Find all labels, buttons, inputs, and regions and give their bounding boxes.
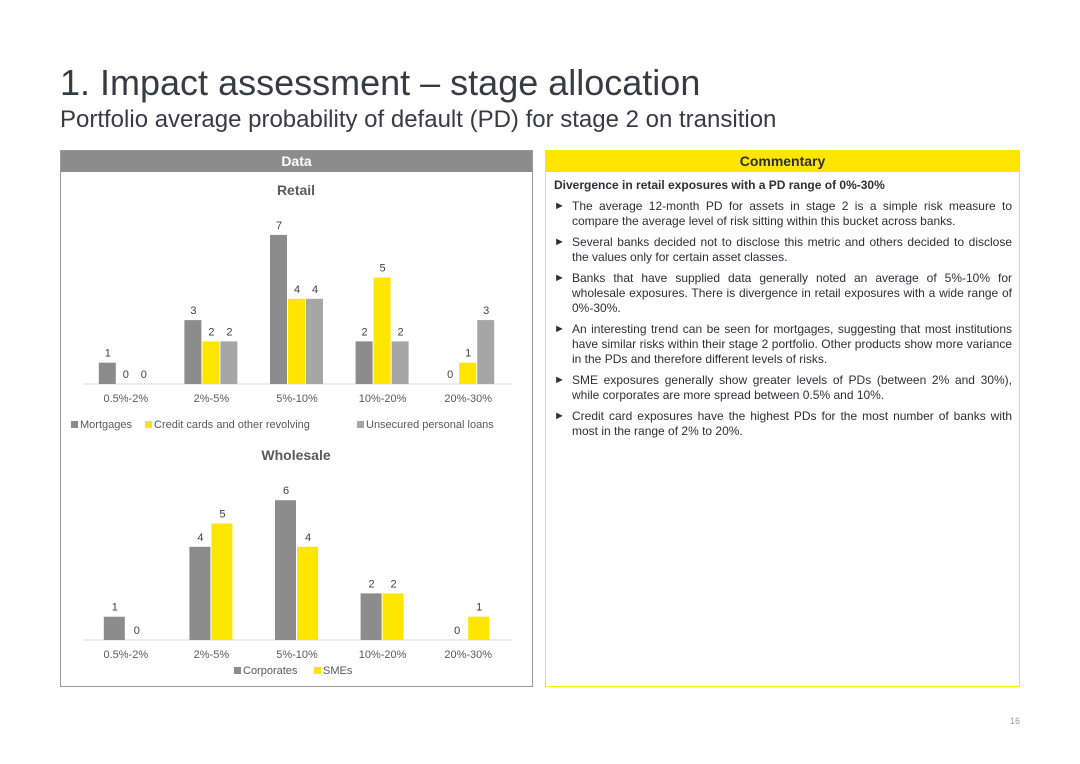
tick-label: 2%-5% xyxy=(194,393,230,405)
bar xyxy=(189,546,211,640)
data-label: 7 xyxy=(276,220,282,232)
data-label: 3 xyxy=(190,305,196,317)
bar xyxy=(459,362,477,384)
bar xyxy=(391,341,409,384)
legend-swatch xyxy=(71,421,78,428)
data-label: 1 xyxy=(105,348,111,360)
data-panel-header: Data xyxy=(61,151,532,172)
bar xyxy=(355,341,373,384)
data-label: 2 xyxy=(398,326,404,338)
legend-label: Mortgages xyxy=(80,419,132,431)
tick-label: 2%-5% xyxy=(194,649,230,661)
bar xyxy=(275,500,296,640)
data-label: 0 xyxy=(454,625,460,637)
data-label: 1 xyxy=(112,602,118,614)
data-label: 6 xyxy=(283,485,289,497)
data-label: 2 xyxy=(208,326,214,338)
tick-label: 10%-20% xyxy=(359,393,407,405)
data-label: 2 xyxy=(362,326,368,338)
data-label: 2 xyxy=(391,578,397,590)
legend-swatch xyxy=(145,421,152,428)
commentary-bullet: ► Banks that have supplied data generally… xyxy=(554,271,1012,315)
data-label: 0 xyxy=(123,369,129,381)
wholesale-chart: Wholesale 1 0 0.5%-2% 4 5 2%-5% 6 4 5%-10% 2 2 10%-2… xyxy=(83,447,511,677)
legend-swatch xyxy=(314,667,321,674)
arrow-icon: ► xyxy=(554,272,565,284)
data-label: 4 xyxy=(305,532,311,544)
bar xyxy=(211,523,233,640)
tick-label: 0.5%-2% xyxy=(103,649,148,661)
bar xyxy=(468,616,490,640)
commentary-bullet: ► An interesting trend can be seen for mo… xyxy=(554,322,1012,366)
tick-label: 10%-20% xyxy=(359,649,407,661)
commentary-panel: Commentary Divergence in retail exposure… xyxy=(545,150,1020,687)
data-panel: Data Retail 1 0 0 0.5%-2% 3 2 2 2%-5% 7 4 4 5%-10% 2 5… xyxy=(60,150,533,687)
legend-swatch xyxy=(234,667,241,674)
bar xyxy=(306,298,323,384)
arrow-icon: ► xyxy=(554,323,565,335)
legend: Corporates SMEs xyxy=(234,665,353,677)
commentary-bullet: ► Credit card exposures have the highest … xyxy=(554,409,1012,438)
bar xyxy=(202,341,220,384)
bar xyxy=(103,616,125,640)
legend-label: Unsecured personal loans xyxy=(366,419,494,431)
data-label: 5 xyxy=(380,263,386,275)
bar xyxy=(477,320,495,384)
data-label: 2 xyxy=(226,326,232,338)
bar xyxy=(98,362,116,384)
legend-label: SMEs xyxy=(323,665,353,677)
data-label: 2 xyxy=(369,578,375,590)
tick-label: 5%-10% xyxy=(276,649,318,661)
commentary-bullet: ► SME exposures generally show greater le… xyxy=(554,373,1012,402)
bar xyxy=(297,546,318,640)
bar xyxy=(220,341,238,384)
data-label: 1 xyxy=(465,348,471,360)
commentary-heading: Divergence in retail exposures with a PD… xyxy=(554,178,885,192)
data-label: 0 xyxy=(134,625,140,637)
bar xyxy=(360,593,382,640)
bar xyxy=(288,298,305,384)
arrow-icon: ► xyxy=(554,374,565,386)
tick-label: 20%-30% xyxy=(444,649,492,661)
legend: Mortgages Credit cards and other revolvin… xyxy=(71,419,494,431)
bar xyxy=(373,277,391,384)
legend-label: Credit cards and other revolving xyxy=(154,419,310,431)
data-label: 5 xyxy=(219,509,225,521)
page-title: 1. Impact assessment – stage allocation xyxy=(60,62,701,103)
data-label: 4 xyxy=(294,284,300,296)
data-label: 1 xyxy=(476,602,482,614)
arrow-icon: ► xyxy=(554,200,565,212)
page-subtitle: Portfolio average probability of default… xyxy=(60,106,777,133)
data-label: 3 xyxy=(483,305,489,317)
bar xyxy=(382,593,404,640)
chart-title: Retail xyxy=(277,182,315,198)
data-label: 4 xyxy=(197,532,203,544)
bar xyxy=(270,234,287,384)
commentary-panel-header: Commentary xyxy=(546,151,1019,172)
data-label: 4 xyxy=(312,284,318,296)
commentary-bullet: ► Several banks decided not to disclose t… xyxy=(554,235,1012,264)
commentary-body: Divergence in retail exposures with a PD… xyxy=(546,172,1019,439)
legend-swatch xyxy=(357,421,364,428)
legend-label: Corporates xyxy=(243,665,298,677)
tick-label: 0.5%-2% xyxy=(103,393,148,405)
chart-title: Wholesale xyxy=(261,447,330,463)
commentary-bullet: ► The average 12-month PD for assets in s… xyxy=(554,199,1012,228)
data-label: 0 xyxy=(141,369,147,381)
arrow-icon: ► xyxy=(554,410,565,422)
tick-label: 5%-10% xyxy=(276,393,318,405)
page-number: 16 xyxy=(1009,716,1020,726)
arrow-icon: ► xyxy=(554,236,565,248)
tick-label: 20%-30% xyxy=(444,393,492,405)
bar xyxy=(184,320,202,384)
data-label: 0 xyxy=(447,369,453,381)
